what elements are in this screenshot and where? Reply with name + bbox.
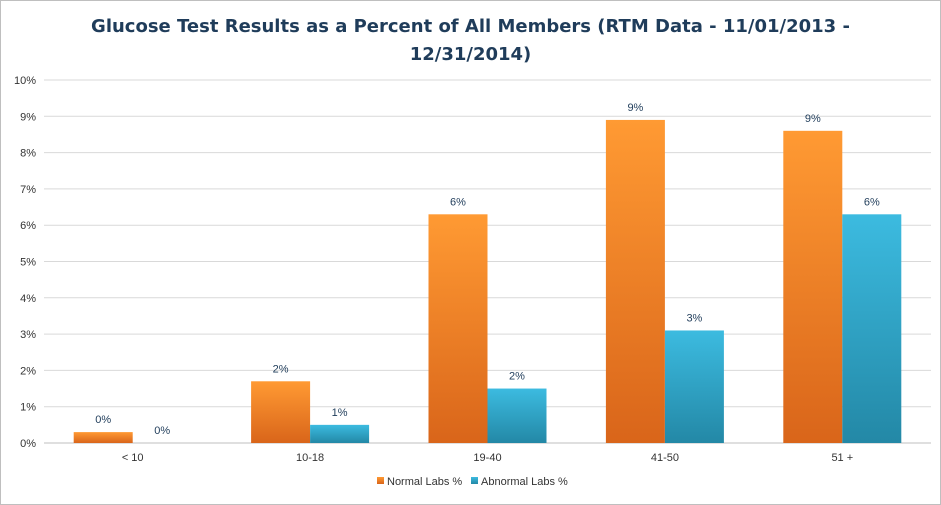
- bar-normal: [605, 119, 665, 444]
- legend-swatch-abnormal: [471, 477, 478, 484]
- y-tick-label: 3%: [20, 329, 36, 341]
- y-tick-label: 10%: [14, 75, 36, 87]
- x-tick-label: 51 +: [831, 452, 853, 464]
- x-tick-label: 19-40: [473, 452, 501, 464]
- legend-label-abnormal: Abnormal Labs %: [481, 476, 568, 488]
- bar-normal: [251, 381, 311, 443]
- data-label: 1%: [332, 407, 348, 419]
- y-tick-label: 4%: [20, 293, 36, 305]
- chart-title-line-2: 12/31/2014): [409, 44, 532, 65]
- bar-normal: [783, 130, 843, 443]
- bar-abnormal: [487, 388, 547, 443]
- data-label: 9%: [627, 102, 643, 114]
- data-label: 0%: [154, 425, 170, 437]
- chart-title: Glucose Test Results as a Percent of All…: [1, 13, 940, 69]
- legend-label-normal: Normal Labs %: [387, 476, 462, 488]
- data-label: 2%: [509, 371, 525, 383]
- y-tick-label: 1%: [20, 402, 36, 414]
- bar-normal: [428, 214, 488, 443]
- y-tick-label: 8%: [20, 148, 36, 160]
- x-tick-label: 10-18: [296, 452, 324, 464]
- y-tick-label: 5%: [20, 257, 36, 269]
- y-tick-label: 9%: [20, 111, 36, 123]
- x-tick-label: 41-50: [651, 452, 679, 464]
- data-label: 2%: [273, 363, 289, 375]
- data-label: 3%: [686, 312, 702, 324]
- data-label: 6%: [864, 196, 880, 208]
- x-tick-label: < 10: [122, 452, 144, 464]
- bar-abnormal: [842, 214, 902, 443]
- bar-abnormal: [310, 424, 370, 443]
- data-label: 6%: [450, 196, 466, 208]
- y-tick-label: 6%: [20, 220, 36, 232]
- y-tick-label: 0%: [20, 438, 36, 450]
- chart-title-line-1: Glucose Test Results as a Percent of All…: [91, 16, 850, 37]
- data-label: 0%: [95, 414, 111, 426]
- bar-normal: [73, 432, 133, 443]
- legend-swatch-normal: [377, 477, 384, 484]
- data-label: 9%: [805, 113, 821, 125]
- y-tick-label: 2%: [20, 365, 36, 377]
- y-tick-label: 7%: [20, 184, 36, 196]
- bar-abnormal: [664, 330, 724, 443]
